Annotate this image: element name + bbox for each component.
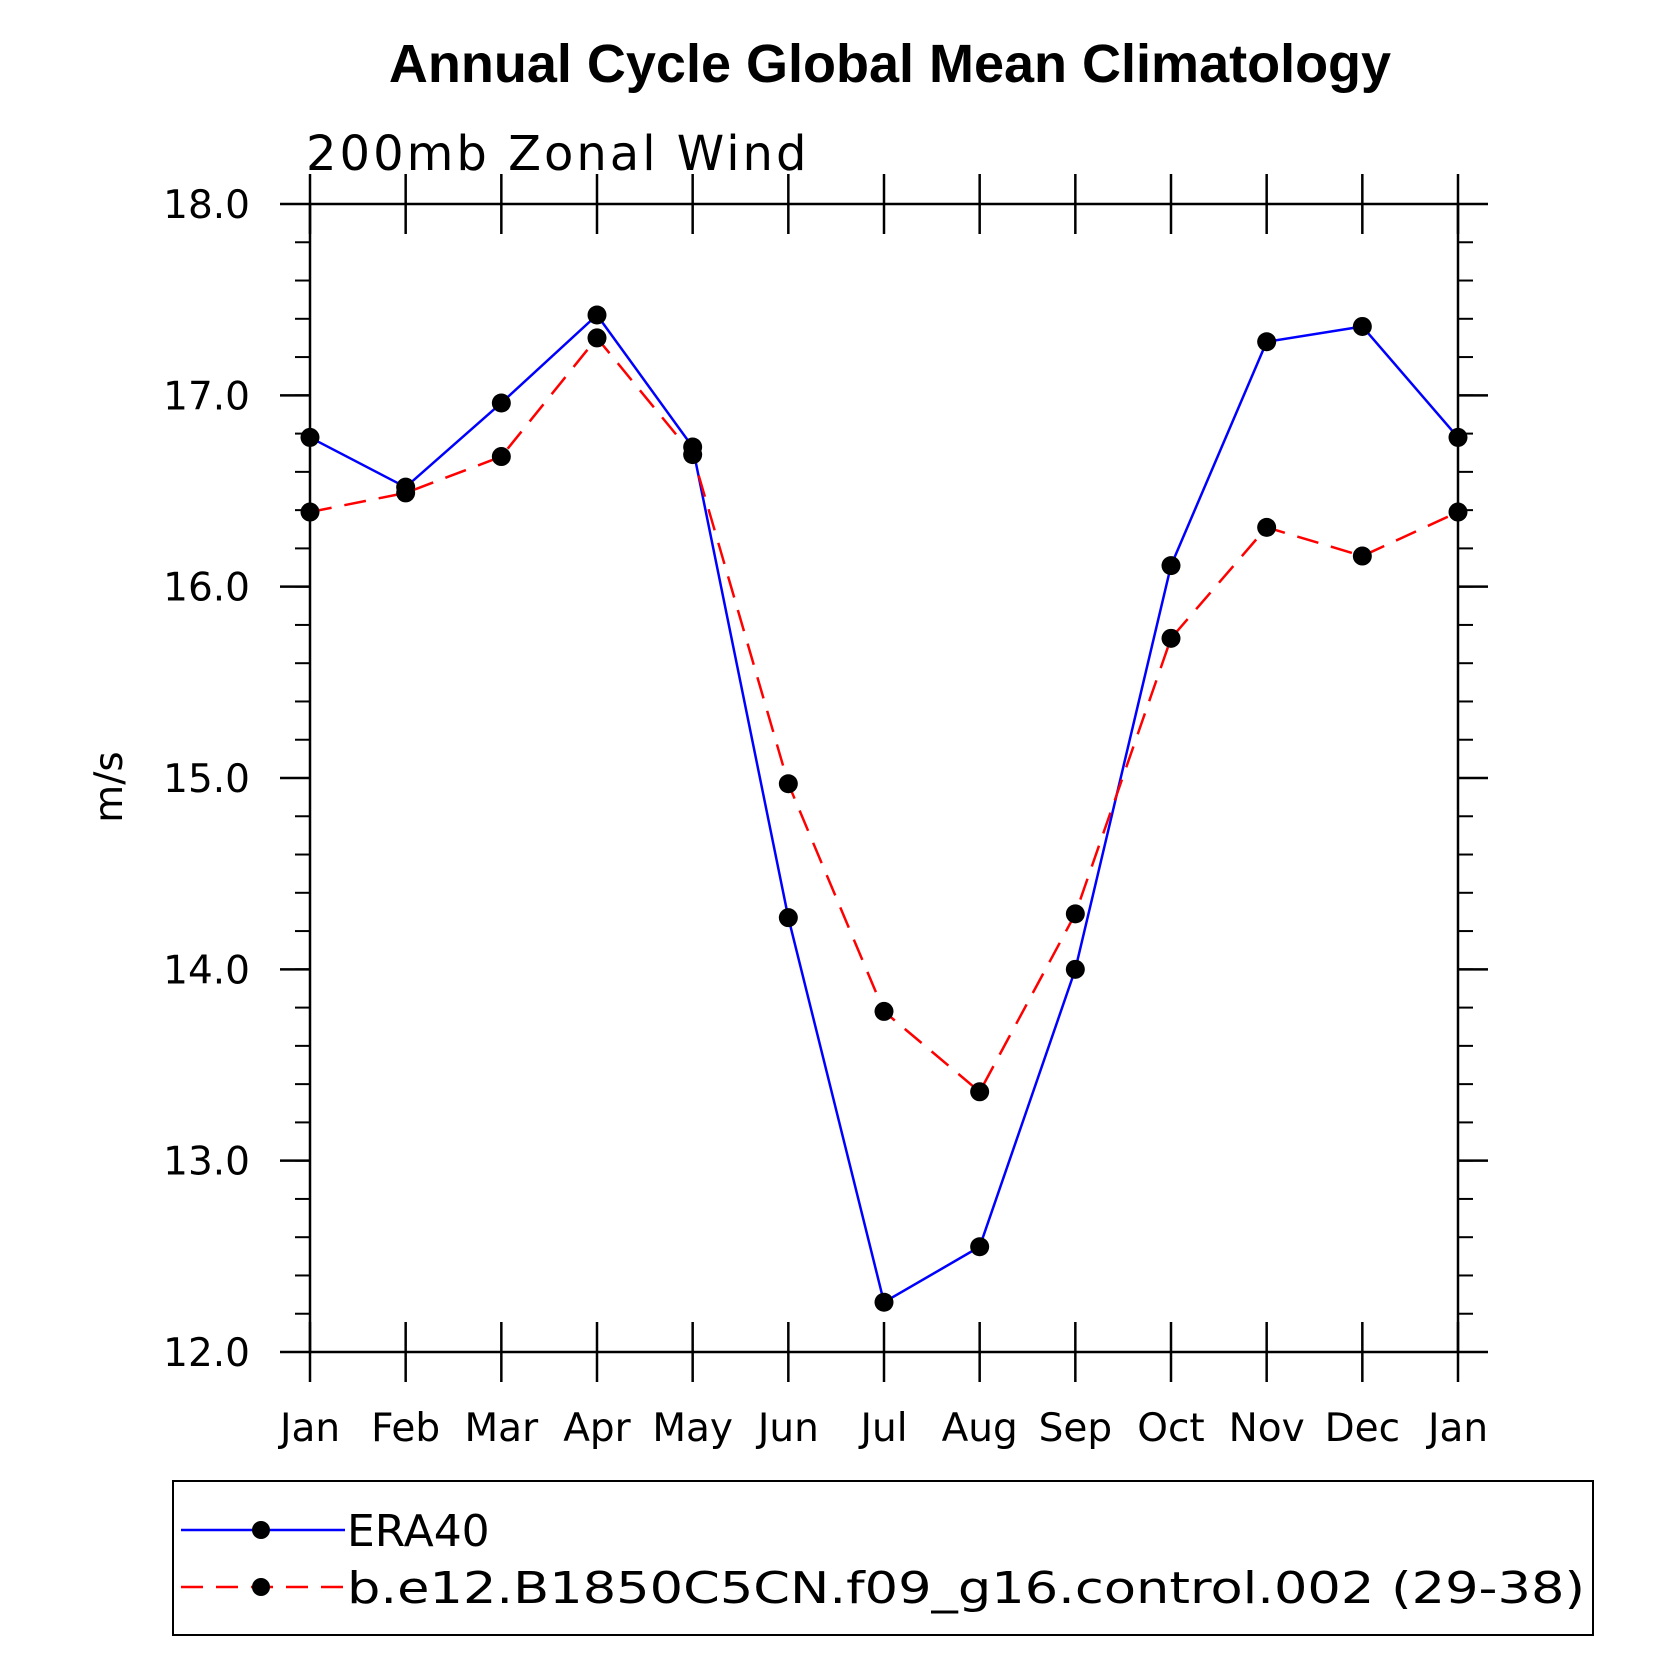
x-tick-label: Dec <box>1325 1406 1400 1451</box>
x-tick-label: Jun <box>755 1406 819 1451</box>
minor-ticks <box>295 203 1473 1353</box>
x-tick-label: Aug <box>942 1406 1018 1451</box>
chart-subtitle: 200mb Zonal Wind <box>306 126 809 182</box>
series-0-point <box>1448 427 1468 447</box>
series-1-point <box>1448 502 1468 522</box>
x-tick-label: Oct <box>1137 1406 1204 1451</box>
series-0-point <box>970 1237 990 1257</box>
y-tick-label: 14.0 <box>163 948 250 993</box>
series-1-point <box>683 445 703 465</box>
x-tick-label: Feb <box>371 1406 440 1451</box>
series-0-point <box>1352 316 1372 336</box>
series-1-point <box>874 1001 894 1021</box>
legend-marker-control <box>252 1578 270 1596</box>
plot-frame <box>308 202 1460 1354</box>
series-0-point <box>491 393 511 413</box>
legend-box <box>172 1480 1594 1636</box>
x-tick-label: Jan <box>1425 1406 1488 1451</box>
y-tick-label: 16.0 <box>163 566 250 611</box>
x-tick-label: Apr <box>563 1406 631 1451</box>
series-0-point <box>300 427 320 447</box>
x-tick-labels: Jan Feb Mar Apr May Jun Jul Aug Sep Oct Nov Dec Jan <box>277 1406 1488 1451</box>
series-0-point <box>874 1292 894 1312</box>
legend: ERA40 b.e12.B1850C5CN.f09_g16.control.00… <box>172 1480 1594 1636</box>
series-layer <box>300 305 1468 1312</box>
y-tick-label: 12.0 <box>163 1331 250 1376</box>
series-1-point <box>1161 628 1181 648</box>
series-1-point <box>300 502 320 522</box>
x-tick-label: Nov <box>1229 1406 1305 1451</box>
series-0-point <box>1065 959 1085 979</box>
legend-marker-era40 <box>252 1521 270 1539</box>
x-tick-label: May <box>652 1406 733 1451</box>
series-0-point <box>587 305 607 325</box>
series-1-point <box>1352 546 1372 566</box>
series-1-point <box>396 483 416 503</box>
y-tick-label: 15.0 <box>163 757 250 802</box>
series-1-point <box>587 328 607 348</box>
series-0-point <box>778 908 798 928</box>
series-0-point <box>1161 556 1181 576</box>
series-1-point <box>491 447 511 467</box>
series-1-point <box>1065 904 1085 924</box>
legend-label-control: b.e12.B1850C5CN.f09_g16.control.002 (29-… <box>347 1563 1585 1614</box>
y-axis-label: m/s <box>87 751 132 822</box>
y-tick-label: 13.0 <box>163 1140 250 1185</box>
chart-title: Annual Cycle Global Mean Climatology <box>389 34 1391 94</box>
y-tick-label: 18.0 <box>163 183 250 228</box>
y-tick-labels: 12.0 13.0 14.0 15.0 16.0 17.0 18.0 <box>163 183 250 1376</box>
x-tick-label: Mar <box>465 1406 540 1451</box>
series-0-point <box>1257 332 1277 352</box>
series-1-point <box>1257 517 1277 537</box>
x-tick-label: Jan <box>277 1406 340 1451</box>
series-1-point <box>778 774 798 794</box>
plot-border <box>308 202 1460 1354</box>
major-ticks <box>280 174 1488 1382</box>
legend-label-era40: ERA40 <box>347 1506 490 1557</box>
y-tick-label: 17.0 <box>163 374 250 419</box>
series-line-1 <box>309 335 1459 1094</box>
x-tick-label: Jul <box>857 1406 907 1451</box>
x-tick-label: Sep <box>1039 1406 1113 1451</box>
series-1-point <box>970 1082 990 1102</box>
